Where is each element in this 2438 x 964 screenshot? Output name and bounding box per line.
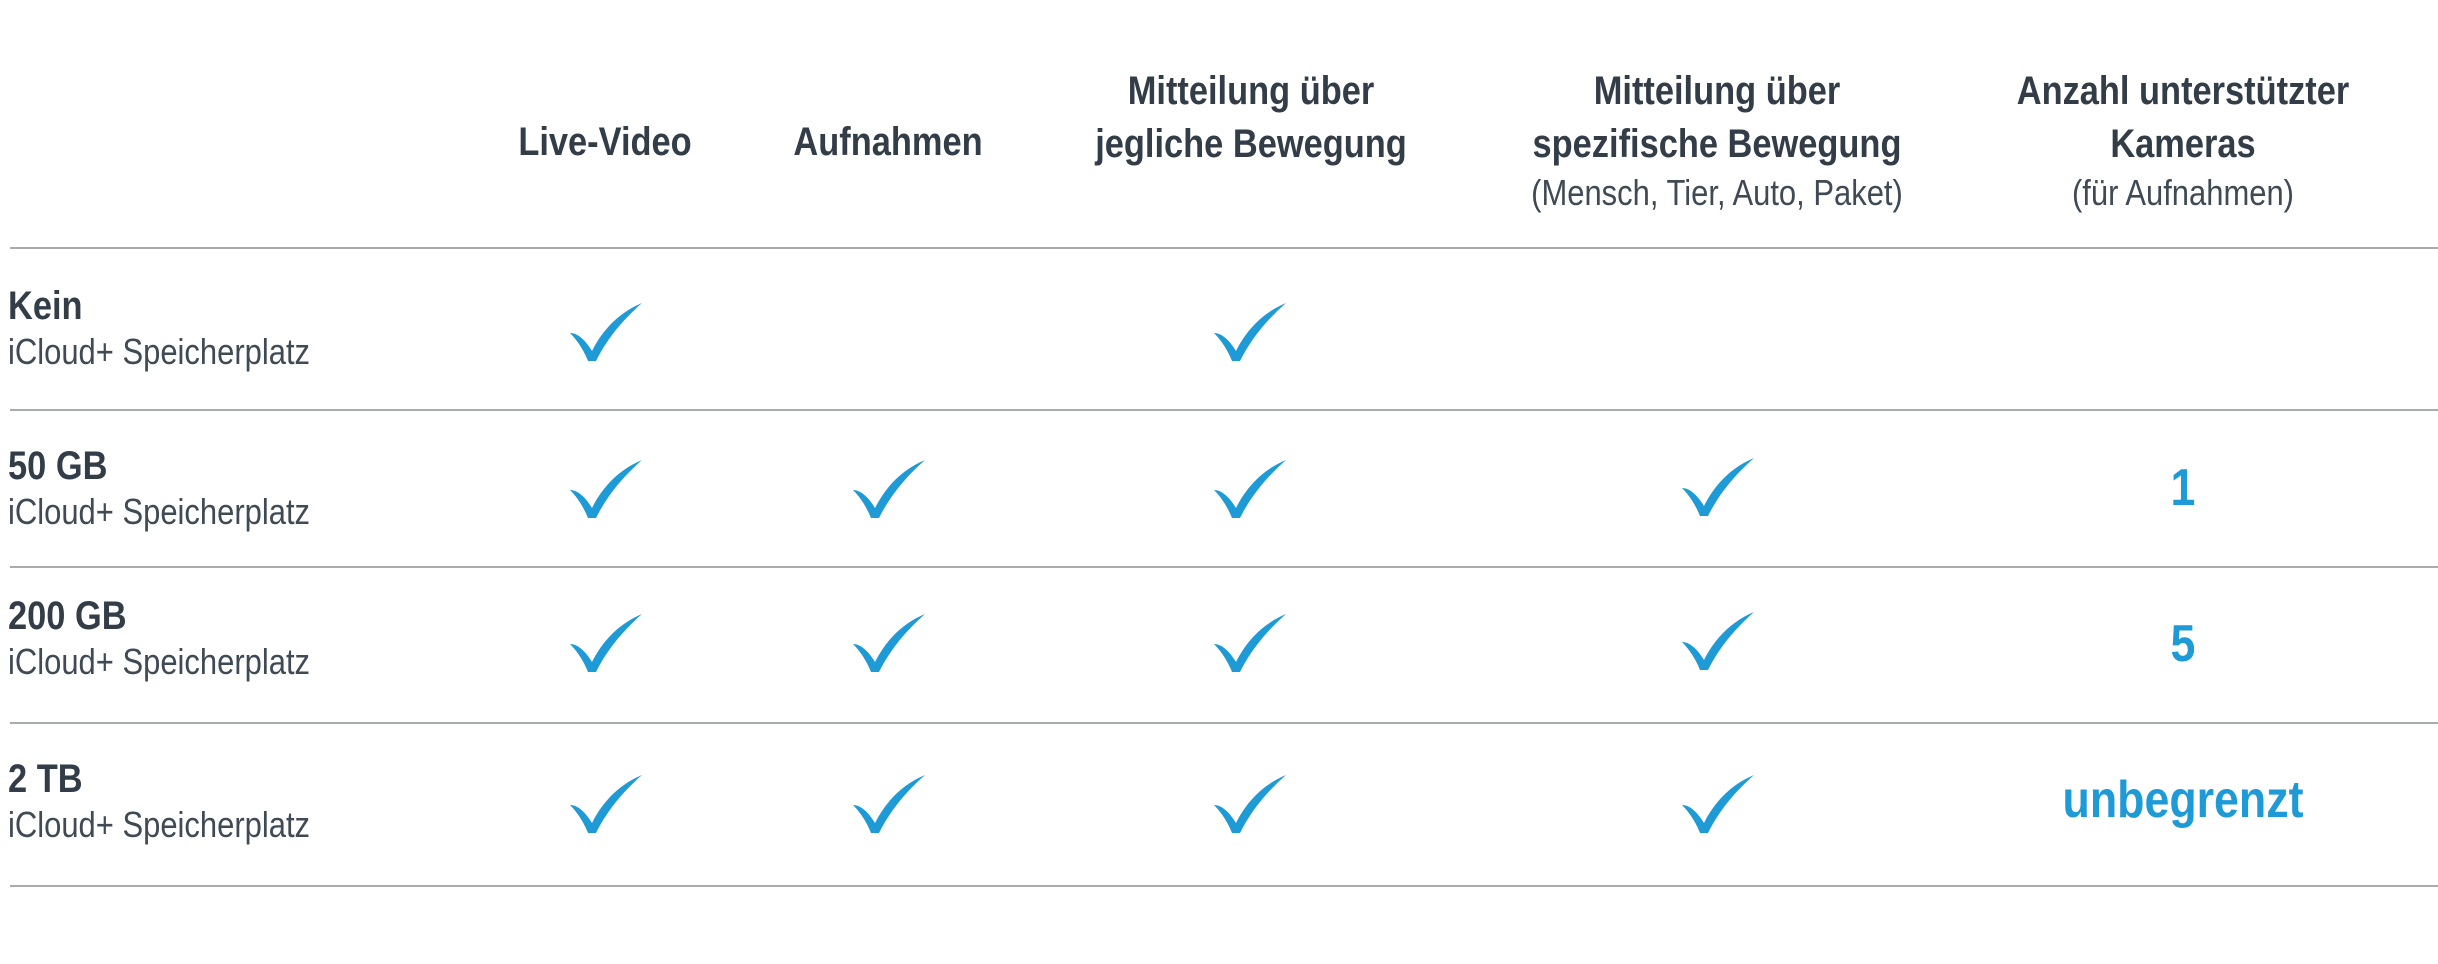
row-subtitle: iCloud+ Speicherplatz bbox=[8, 491, 311, 532]
header-any-motion: Mitteilung über jegliche Bewegung bbox=[1062, 65, 1440, 171]
header-cameras-sub: (für Aufnahmen) bbox=[2071, 172, 2294, 213]
header-specific-motion-line1: Mitteilung über bbox=[1593, 69, 1841, 113]
checkmark-icon bbox=[1212, 301, 1288, 363]
row-title: 50 GB bbox=[8, 444, 108, 488]
header-any-motion-line1: Mitteilung über bbox=[1127, 69, 1375, 113]
camera-count: 1 bbox=[2170, 459, 2196, 517]
checkmark-icon bbox=[568, 301, 644, 363]
row-subtitle: iCloud+ Speicherplatz bbox=[8, 804, 311, 845]
checkmark-icon bbox=[1212, 612, 1288, 674]
divider-row-3 bbox=[10, 722, 2438, 724]
divider-header bbox=[10, 247, 2438, 249]
header-cameras: Anzahl unterstützter Kameras (für Aufnah… bbox=[1972, 65, 2393, 215]
camera-count: 5 bbox=[2170, 615, 2196, 673]
row-title: 2 TB bbox=[8, 757, 83, 801]
header-recordings: Aufnahmen bbox=[759, 116, 1017, 169]
checkmark-icon bbox=[851, 773, 927, 835]
row-title: Kein bbox=[8, 284, 83, 328]
header-live-video-label: Live-Video bbox=[518, 120, 692, 164]
row-label-none: Kein iCloud+ Speicherplatz bbox=[8, 282, 310, 374]
camera-count: unbegrenzt bbox=[2062, 771, 2304, 829]
row-label-50gb: 50 GB iCloud+ Speicherplatz bbox=[8, 442, 310, 534]
header-recordings-label: Aufnahmen bbox=[793, 120, 983, 164]
header-any-motion-line2: jegliche Bewegung bbox=[1095, 122, 1407, 166]
row-subtitle: iCloud+ Speicherplatz bbox=[8, 641, 311, 682]
checkmark-icon bbox=[1680, 610, 1756, 672]
row-label-200gb: 200 GB iCloud+ Speicherplatz bbox=[8, 592, 310, 684]
header-cameras-line2: Kameras bbox=[2110, 122, 2256, 166]
checkmark-icon bbox=[1680, 773, 1756, 835]
row-subtitle: iCloud+ Speicherplatz bbox=[8, 331, 311, 372]
header-cameras-line1: Anzahl unterstützter bbox=[2016, 69, 2350, 113]
checkmark-icon bbox=[1680, 456, 1756, 518]
row-title: 200 GB bbox=[8, 594, 127, 638]
checkmark-icon bbox=[568, 773, 644, 835]
divider-row-4 bbox=[10, 885, 2438, 887]
checkmark-icon bbox=[568, 612, 644, 674]
checkmark-icon bbox=[851, 612, 927, 674]
header-specific-motion: Mitteilung über spezifische Bewegung (Me… bbox=[1506, 65, 1927, 215]
header-live-video: Live-Video bbox=[476, 116, 734, 169]
header-specific-motion-sub: (Mensch, Tier, Auto, Paket) bbox=[1531, 172, 1903, 213]
checkmark-icon bbox=[568, 458, 644, 520]
checkmark-icon bbox=[1212, 458, 1288, 520]
checkmark-icon bbox=[851, 458, 927, 520]
header-specific-motion-line2: spezifische Bewegung bbox=[1532, 122, 1902, 166]
divider-row-1 bbox=[10, 409, 2438, 411]
row-label-2tb: 2 TB iCloud+ Speicherplatz bbox=[8, 755, 310, 847]
divider-row-2 bbox=[10, 566, 2438, 568]
checkmark-icon bbox=[1212, 773, 1288, 835]
